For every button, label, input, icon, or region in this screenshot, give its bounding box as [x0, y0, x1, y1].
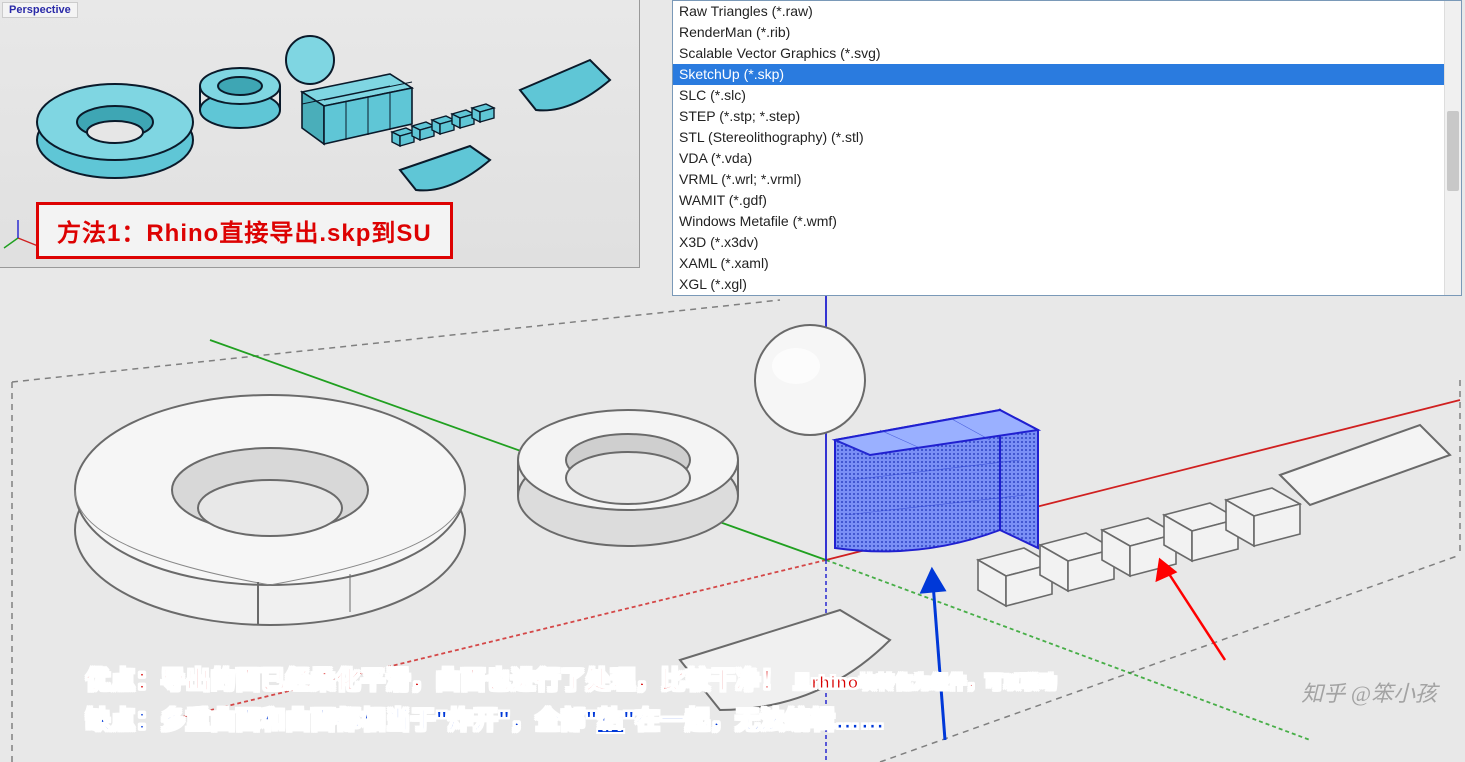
format-option[interactable]: VDA (*.vda) [673, 148, 1461, 169]
con-text-b: "在一起，无法编辑…… [623, 707, 885, 734]
blue-arrow [922, 570, 945, 740]
format-option[interactable]: WAMIT (*.gdf) [673, 190, 1461, 211]
format-option[interactable]: Windows Metafile (*.wmf) [673, 211, 1461, 232]
pro-text: 导出的面已经柔化平滑，曲面也进行了处理，比较干净！ [161, 667, 786, 694]
con-text-a: 多重曲面和曲面都相当于"炸开"，全部" [161, 707, 598, 734]
format-option[interactable]: SLC (*.slc) [673, 85, 1461, 106]
con-label: 缺点： [86, 707, 161, 734]
cons-annotation: 缺点：多重曲面和曲面都相当于"炸开"，全部"粘"在一起，无法编辑…… [86, 700, 886, 735]
selected-block[interactable] [835, 410, 1038, 551]
format-option[interactable]: RenderMan (*.rib) [673, 22, 1461, 43]
format-option[interactable]: VRML (*.wrl; *.vrml) [673, 169, 1461, 190]
format-option[interactable]: SketchUp (*.skp) [673, 64, 1461, 85]
red-arrow [1157, 560, 1225, 660]
method1-text: 方法1：Rhino直接导出.skp到SU [57, 220, 432, 247]
format-option[interactable]: Raw Triangles (*.raw) [673, 1, 1461, 22]
method1-callout: 方法1：Rhino直接导出.skp到SU [36, 202, 453, 259]
format-option[interactable]: STEP (*.stp; *.step) [673, 106, 1461, 127]
pro-label: 优点： [86, 667, 161, 694]
pro-tail: 且rhino块转化为组件，可以联动 [794, 673, 1058, 692]
torus-shape[interactable] [75, 395, 465, 625]
export-format-list[interactable]: Raw Triangles (*.raw)RenderMan (*.rib)Sc… [672, 0, 1462, 296]
format-option[interactable]: XAML (*.xaml) [673, 253, 1461, 274]
format-option[interactable]: X3D (*.x3dv) [673, 232, 1461, 253]
sphere-shape[interactable] [755, 325, 865, 435]
format-option[interactable]: Scalable Vector Graphics (*.svg) [673, 43, 1461, 64]
format-option[interactable]: ZCorp (*.zpr) [673, 295, 1461, 296]
viewport-tab[interactable]: Perspective [2, 2, 78, 18]
format-option[interactable]: STL (Stereolithography) (*.stl) [673, 127, 1461, 148]
scrollbar-thumb[interactable] [1447, 111, 1459, 191]
planar-quad[interactable] [1280, 425, 1450, 505]
list-scrollbar[interactable] [1444, 1, 1461, 295]
ring-shape[interactable] [518, 410, 738, 546]
con-emph: 粘 [598, 707, 623, 734]
format-option[interactable]: XGL (*.xgl) [673, 274, 1461, 295]
pros-annotation: 优点：导出的面已经柔化平滑，曲面也进行了处理，比较干净！ 且rhino块转化为组… [86, 660, 1057, 695]
watermark: 知乎 @笨小孩 [1301, 676, 1437, 708]
